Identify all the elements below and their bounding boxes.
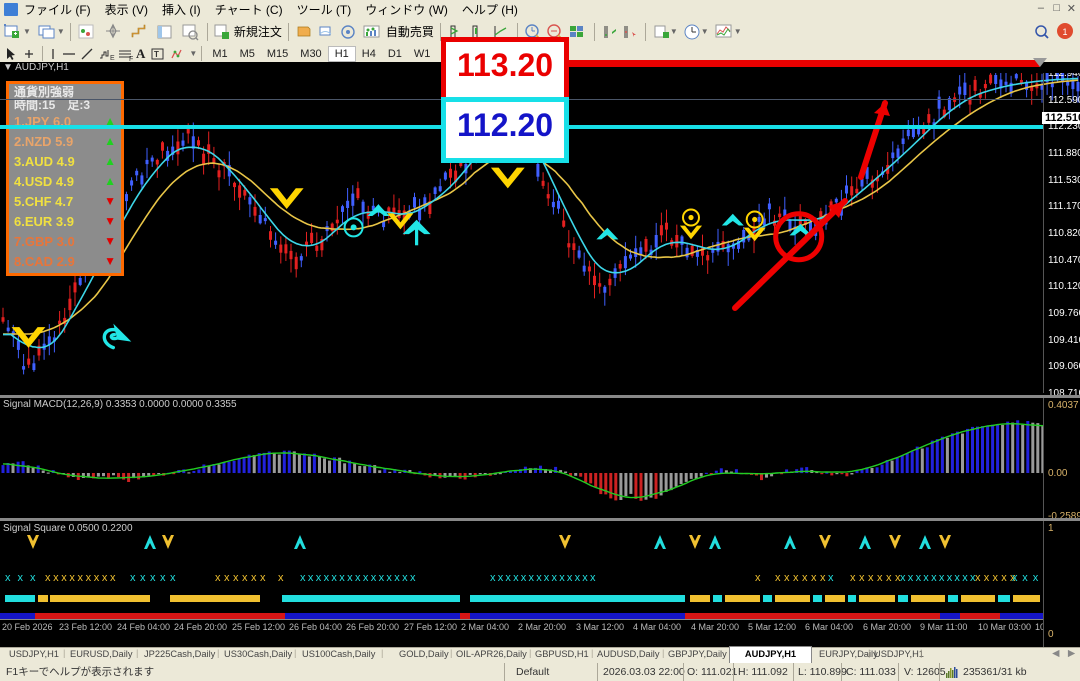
svg-text:x: x [559,572,565,583]
svg-text:x: x [859,572,865,583]
svg-text:x: x [582,572,588,583]
svg-text:x: x [324,572,330,583]
svg-text:E: E [110,55,115,62]
svg-text:x: x [260,572,266,583]
svg-text:x: x [900,572,906,583]
svg-text:1: 1 [1062,27,1067,37]
svg-text:x: x [947,572,953,583]
svg-text:x: x [300,572,306,583]
svg-text:T: T [154,50,159,59]
svg-text:x: x [30,572,36,583]
svg-text:x: x [498,572,504,583]
svg-text:x: x [552,572,558,583]
svg-text:x: x [590,572,596,583]
svg-text:x: x [529,572,535,583]
svg-text:x: x [793,572,799,583]
svg-text:x: x [150,572,156,583]
svg-text:x: x [931,572,937,583]
svg-text:x: x [886,572,892,583]
svg-text:x: x [5,572,11,583]
svg-text:x: x [962,572,968,583]
svg-text:x: x [975,572,981,583]
svg-text:x: x [102,572,108,583]
svg-text:x: x [379,572,385,583]
svg-text:x: x [233,572,239,583]
svg-text:x: x [490,572,496,583]
svg-text:x: x [331,572,337,583]
svg-text:x: x [868,572,874,583]
svg-text:x: x [160,572,166,583]
svg-text:x: x [402,572,408,583]
svg-text:x: x [1001,572,1007,583]
svg-text:x: x [140,572,146,583]
svg-text:x: x [215,572,221,583]
svg-text:x: x [308,572,314,583]
svg-text:x: x [908,572,914,583]
svg-text:x: x [347,572,353,583]
svg-text:x: x [505,572,511,583]
svg-text:x: x [575,572,581,583]
svg-text:x: x [877,572,883,583]
svg-text:x: x [513,572,519,583]
svg-text:x: x [811,572,817,583]
svg-text:x: x [1012,572,1018,583]
svg-text:x: x [984,572,990,583]
svg-text:x: x [278,572,284,583]
svg-text:x: x [86,572,92,583]
svg-text:x: x [923,572,929,583]
svg-text:x: x [61,572,67,583]
svg-text:x: x [802,572,808,583]
svg-text:x: x [939,572,945,583]
svg-text:x: x [339,572,345,583]
svg-text:x: x [828,572,834,583]
svg-text:x: x [130,572,136,583]
svg-text:x: x [755,572,761,583]
svg-text:x: x [45,572,51,583]
svg-text:x: x [18,572,24,583]
svg-text:x: x [784,572,790,583]
svg-text:x: x [69,572,75,583]
svg-text:x: x [371,572,377,583]
svg-text:x: x [170,572,176,583]
svg-text:x: x [521,572,527,583]
svg-text:x: x [363,572,369,583]
svg-text:x: x [536,572,542,583]
svg-text:x: x [251,572,257,583]
svg-text:x: x [993,572,999,583]
svg-text:x: x [94,572,100,583]
svg-text:x: x [954,572,960,583]
svg-text:x: x [110,572,116,583]
svg-text:x: x [316,572,322,583]
svg-text:x: x [78,572,84,583]
svg-text:x: x [850,572,856,583]
svg-text:F: F [129,56,133,62]
svg-text:x: x [1022,572,1028,583]
svg-text:x: x [567,572,573,583]
svg-text:x: x [410,572,416,583]
svg-text:x: x [355,572,361,583]
svg-text:x: x [1033,572,1039,583]
svg-text:x: x [775,572,781,583]
svg-text:x: x [394,572,400,583]
svg-text:x: x [916,572,922,583]
svg-text:x: x [53,572,59,583]
svg-text:x: x [386,572,392,583]
svg-text:x: x [224,572,230,583]
svg-text:x: x [544,572,550,583]
svg-text:x: x [820,572,826,583]
svg-text:x: x [242,572,248,583]
